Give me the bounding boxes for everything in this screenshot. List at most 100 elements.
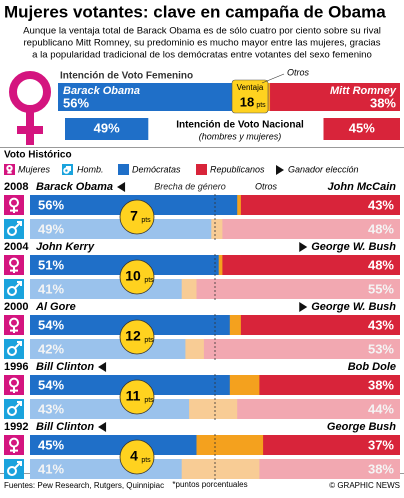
bar [222, 255, 400, 275]
lead-value: 18 [240, 94, 254, 109]
gender-glyph [66, 166, 71, 171]
value-label: 56% [38, 197, 64, 212]
value-label: 42% [38, 341, 64, 356]
winner-marker [299, 302, 308, 312]
section-label: Intención de Voto Nacional [176, 120, 304, 131]
gender-icon [4, 195, 24, 215]
gender-glyph [7, 406, 17, 416]
lead-unit: pts [256, 102, 266, 109]
gender-glyph [17, 281, 22, 286]
candidate-name: Barack Obama [63, 85, 140, 97]
legend-label: Mujeres [18, 164, 51, 174]
candidate-name: Al Gore [35, 301, 76, 313]
bar [240, 315, 400, 335]
candidate-name: Mitt Romney [330, 85, 397, 97]
gap-circle [119, 259, 155, 295]
gender-glyph [63, 167, 70, 174]
candidate-name: George W. Bush [311, 301, 396, 313]
subtitle: republicano Mitt Romney, su predominio e… [23, 38, 380, 49]
divider [0, 147, 404, 148]
value-label: 37% [368, 437, 394, 452]
gender-glyph [14, 281, 22, 289]
gap-unit: pts [141, 457, 151, 464]
gender-icon [4, 375, 24, 395]
value-label: 38% [368, 461, 394, 476]
candidate-name: Bill Clinton [36, 421, 94, 433]
candidate-name: Bill Clinton [36, 361, 94, 373]
value-label: 41% [38, 281, 64, 296]
candidate-name: John McCain [328, 181, 397, 193]
value-label: 49% [38, 221, 64, 236]
winner-marker [98, 362, 107, 372]
annotation: Otros [255, 181, 278, 191]
others-label: Otros [287, 67, 310, 77]
value-label: 38% [370, 95, 396, 110]
bar [222, 219, 400, 239]
gender-glyph [14, 401, 22, 409]
gender-glyph [14, 341, 22, 349]
gender-glyph [17, 221, 22, 226]
lead-label: Ventaja [237, 83, 264, 92]
legend-label: Ganador elección [288, 164, 359, 174]
value-label: 49% [94, 120, 120, 135]
bar [196, 279, 400, 299]
value-label: 53% [368, 341, 394, 356]
gender-icon [4, 255, 24, 275]
bar [259, 375, 400, 395]
bar [237, 399, 400, 419]
gender-glyph [7, 346, 17, 356]
gender-glyph [14, 221, 22, 229]
bar [30, 435, 197, 455]
value-label: 56% [63, 95, 89, 110]
credit: © GRAPHIC NEWS [329, 481, 400, 490]
gap-unit: pts [144, 397, 154, 404]
gap-unit: pts [144, 337, 154, 344]
gender-glyph [7, 226, 17, 236]
gender-glyph [7, 466, 17, 476]
bar [259, 459, 400, 479]
value-label: 43% [368, 317, 394, 332]
footnote: *puntos porcentuales [172, 480, 247, 489]
bar [65, 118, 149, 140]
venus-icon [9, 71, 51, 145]
candidate-name: Barack Obama [36, 181, 113, 193]
value-label: 43% [38, 401, 64, 416]
legend-swatch [196, 164, 207, 175]
legend-label: Demócratas [132, 164, 181, 174]
candidate-name: John Kerry [36, 241, 95, 253]
gap-value: 4 [130, 448, 138, 464]
gender-glyph [17, 341, 22, 346]
year: 1996 [4, 361, 28, 373]
value-label: 43% [368, 197, 394, 212]
gender-glyph [6, 164, 13, 172]
bar [203, 339, 400, 359]
gender-glyph [7, 286, 17, 296]
bar [240, 195, 400, 215]
winner-marker [299, 242, 308, 252]
gender-glyph [17, 401, 22, 406]
bar [270, 83, 400, 111]
year: 2000 [4, 301, 28, 313]
bar [323, 118, 400, 140]
value-label: 45% [38, 437, 64, 452]
gap-value: 10 [125, 268, 141, 284]
gap-circle [119, 319, 155, 355]
winner-marker [276, 165, 284, 175]
gap-circle [119, 199, 155, 235]
gap-value: 11 [126, 388, 141, 404]
gap-circle [119, 439, 155, 475]
subtitle: Aunque la ventaja total de Barack Obama … [23, 26, 381, 37]
winner-marker [117, 182, 126, 192]
lead-box [231, 79, 269, 114]
value-label: 48% [368, 257, 394, 272]
gap-unit: pts [144, 277, 154, 284]
candidate-name: George Bush [327, 421, 396, 433]
gap-unit: pts [141, 217, 151, 224]
section-sublabel: (hombres y mujeres) [199, 131, 282, 141]
value-label: 48% [368, 221, 394, 236]
candidate-name: George W. Bush [311, 241, 396, 253]
gap-value: 7 [130, 208, 138, 224]
legend-label: Homb. [77, 164, 104, 174]
gender-glyph [17, 461, 22, 466]
